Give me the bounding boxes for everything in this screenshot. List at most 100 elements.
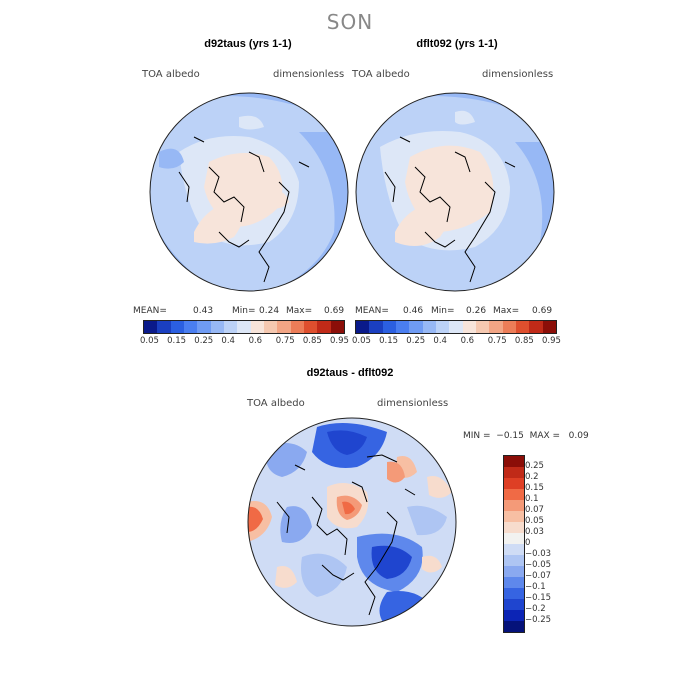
colorbar-tick-label: 0.15 bbox=[525, 483, 544, 493]
colorbar-swatch bbox=[170, 321, 184, 333]
colorbar-swatch bbox=[504, 577, 524, 588]
colorbar-tick-label: 0 bbox=[525, 538, 531, 548]
colorbar-tick-label: −0.15 bbox=[525, 593, 552, 603]
diff-polar-map bbox=[247, 417, 457, 627]
left-max-label: Max= bbox=[286, 306, 313, 316]
colorbar-swatch bbox=[462, 321, 476, 333]
colorbar-swatch bbox=[504, 511, 524, 522]
colorbar-swatch bbox=[542, 321, 556, 333]
right-variable-label: TOA albedo bbox=[352, 69, 410, 80]
colorbar-tick-label: 0.05 bbox=[140, 336, 159, 346]
colorbar-tick-label: 0.95 bbox=[330, 336, 349, 346]
colorbar-swatch bbox=[263, 321, 278, 333]
colorbar-swatch bbox=[369, 321, 383, 333]
colorbar-tick-label: −0.25 bbox=[525, 615, 552, 625]
colorbar-tick-label: 0.75 bbox=[487, 336, 507, 346]
colorbar-tick-label: 0.95 bbox=[542, 336, 561, 346]
right-polar-map bbox=[355, 92, 555, 292]
colorbar-swatch bbox=[529, 321, 543, 333]
colorbar-swatch bbox=[504, 489, 524, 500]
diff-colorbar bbox=[503, 455, 525, 633]
colorbar-swatch bbox=[435, 321, 450, 333]
colorbar-tick-label: 0.2 bbox=[525, 472, 539, 482]
right-max-label: Max= bbox=[493, 306, 520, 316]
colorbar-swatch bbox=[422, 321, 436, 333]
colorbar-tick-label: 0.15 bbox=[379, 336, 399, 346]
diff-colorbar-ticks: 0.25 0.2 0.15 0.1 0.07 0.05 0.03 0 −0.03 −0.05 −0.… bbox=[497, 455, 567, 635]
colorbar-swatch bbox=[502, 321, 516, 333]
diff-units-label: dimensionless bbox=[377, 398, 449, 409]
colorbar-swatch bbox=[504, 610, 524, 621]
right-colorbar-ticks: 0.05 0.15 0.25 0.4 0.6 0.75 0.85 0.95 bbox=[352, 336, 561, 348]
colorbar-tick-label: 0.07 bbox=[525, 505, 544, 515]
left-min-value: 0.24 bbox=[259, 306, 280, 316]
colorbar-swatch bbox=[504, 522, 524, 533]
colorbar-tick-label: 0.85 bbox=[514, 336, 534, 346]
colorbar-tick-label: 0.85 bbox=[302, 336, 322, 346]
colorbar-swatch bbox=[356, 321, 370, 333]
colorbar-tick-label: −0.03 bbox=[525, 549, 552, 559]
colorbar-swatch bbox=[157, 321, 171, 333]
colorbar-tick-label: −0.2 bbox=[525, 604, 546, 614]
right-mean-label: MEAN= bbox=[355, 306, 389, 316]
colorbar-swatch bbox=[223, 321, 238, 333]
colorbar-tick-label: 0.25 bbox=[194, 336, 214, 346]
colorbar-swatch bbox=[303, 321, 318, 333]
right-max-value: 0.69 bbox=[532, 306, 553, 316]
colorbar-swatch bbox=[475, 321, 490, 333]
colorbar-swatch bbox=[382, 321, 396, 333]
colorbar-swatch bbox=[183, 321, 198, 333]
colorbar-swatch bbox=[330, 321, 344, 333]
colorbar-swatch bbox=[504, 456, 524, 467]
diff-variable-label: TOA albedo bbox=[247, 398, 305, 409]
colorbar-swatch bbox=[504, 478, 524, 489]
season-title: SON bbox=[326, 10, 374, 34]
colorbar-swatch bbox=[449, 321, 463, 333]
colorbar-swatch bbox=[504, 544, 524, 555]
diff-panel-title: d92taus - dflt092 bbox=[306, 367, 394, 379]
colorbar-tick-label: 0.03 bbox=[525, 527, 544, 537]
colorbar-swatch bbox=[504, 500, 524, 511]
right-mean-value: 0.46 bbox=[403, 306, 424, 316]
colorbar-tick-label: −0.1 bbox=[525, 582, 546, 592]
colorbar-tick-label: 0.75 bbox=[275, 336, 295, 346]
colorbar-swatch bbox=[395, 321, 410, 333]
colorbar-swatch bbox=[250, 321, 264, 333]
colorbar-tick-label: 0.25 bbox=[406, 336, 426, 346]
colorbar-tick-label: 0.6 bbox=[460, 336, 475, 346]
colorbar-tick-label: 0.15 bbox=[167, 336, 187, 346]
left-max-value: 0.69 bbox=[324, 306, 345, 316]
colorbar-swatch bbox=[277, 321, 291, 333]
colorbar-swatch bbox=[144, 321, 158, 333]
colorbar-tick-label: 0.05 bbox=[352, 336, 371, 346]
colorbar-swatch bbox=[317, 321, 331, 333]
colorbar-swatch bbox=[237, 321, 251, 333]
colorbar-tick-label: 0.05 bbox=[525, 516, 544, 526]
right-panel-title: dflt092 (yrs 1-1) bbox=[416, 38, 498, 50]
right-units-label: dimensionless bbox=[482, 69, 554, 80]
colorbar-swatch bbox=[489, 321, 503, 333]
left-colorbar bbox=[143, 320, 345, 334]
colorbar-swatch bbox=[290, 321, 304, 333]
left-min-label: Min= bbox=[232, 306, 256, 316]
colorbar-tick-label: −0.07 bbox=[525, 571, 552, 581]
colorbar-tick-label: 0.1 bbox=[525, 494, 539, 504]
colorbar-swatch bbox=[504, 621, 524, 632]
left-colorbar-ticks: 0.05 0.15 0.25 0.4 0.6 0.75 0.85 0.95 bbox=[140, 336, 349, 348]
colorbar-swatch bbox=[197, 321, 211, 333]
colorbar-swatch bbox=[504, 566, 524, 577]
colorbar-swatch bbox=[504, 588, 524, 599]
colorbar-tick-label: 0.4 bbox=[433, 336, 447, 346]
left-panel-title: d92taus (yrs 1-1) bbox=[204, 38, 292, 50]
colorbar-tick-label: 0.6 bbox=[248, 336, 263, 346]
colorbar-swatch bbox=[504, 533, 524, 544]
colorbar-swatch bbox=[504, 467, 524, 478]
colorbar-swatch bbox=[409, 321, 423, 333]
right-min-label: Min= bbox=[431, 306, 455, 316]
colorbar-swatch bbox=[504, 555, 524, 566]
right-min-value: 0.26 bbox=[466, 306, 487, 316]
left-mean-value: 0.43 bbox=[193, 306, 214, 316]
colorbar-swatch bbox=[515, 321, 530, 333]
colorbar-swatch bbox=[504, 599, 524, 610]
colorbar-tick-label: 0.4 bbox=[221, 336, 235, 346]
